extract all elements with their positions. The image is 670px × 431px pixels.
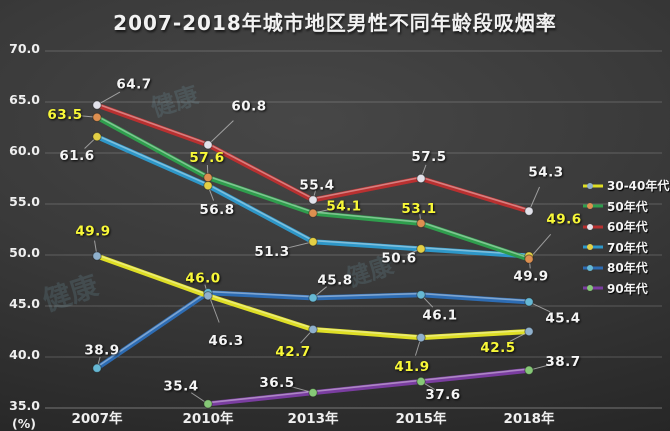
data-point [92, 363, 102, 373]
data-point [524, 254, 534, 264]
legend-item: 70年代 [582, 241, 669, 255]
x-axis-tick-label: 2015年 [395, 410, 447, 427]
data-point [416, 244, 426, 254]
legend-marker-icon [583, 182, 603, 189]
data-point [308, 208, 318, 218]
data-label: 56.8 [199, 202, 234, 218]
legend-marker-icon [583, 203, 603, 210]
data-label: 35.4 [163, 378, 198, 394]
y-axis-tick-label: 35.0 [9, 398, 40, 413]
legend-item-label: 80年代 [607, 261, 648, 276]
x-axis-tick-label: 2018年 [503, 410, 555, 427]
legend-item-label: 90年代 [607, 281, 648, 296]
data-label: 38.9 [84, 343, 119, 359]
legend-marker-icon [583, 264, 603, 271]
x-axis-tick-label: 2007年 [71, 410, 123, 427]
legend-item-label: 30-40年代 [607, 179, 670, 194]
data-point [92, 131, 102, 142]
data-point [203, 180, 213, 191]
data-label: 49.6 [546, 212, 581, 228]
legend-item-label: 70年代 [607, 240, 648, 255]
y-axis-tick-label: 70.0 [9, 41, 40, 56]
series-line [205, 367, 532, 407]
data-label: 41.9 [394, 359, 429, 375]
y-axis-tick-label: 60.0 [9, 143, 40, 158]
data-label: 46.0 [185, 270, 220, 286]
data-label: 50.6 [381, 250, 416, 266]
x-axis-tick-label: 2013年 [287, 410, 339, 427]
legend-marker-icon [583, 285, 603, 292]
data-label: 42.5 [480, 340, 515, 356]
data-label: 61.6 [59, 148, 94, 164]
data-point [416, 290, 426, 300]
data-point [203, 172, 213, 183]
data-point [416, 173, 426, 184]
data-label: 57.5 [411, 149, 446, 165]
legend-marker-icon [583, 244, 603, 251]
legend-item-label: 60年代 [607, 220, 648, 235]
data-label: 49.9 [513, 269, 548, 285]
data-point [416, 332, 426, 343]
data-point [308, 195, 318, 205]
data-label: 42.7 [275, 344, 310, 360]
data-label: 60.8 [231, 98, 266, 114]
data-label: 37.6 [425, 387, 460, 403]
data-label: 53.1 [401, 201, 436, 217]
data-label: 54.1 [326, 199, 361, 215]
legend-item-label: 50年代 [607, 199, 648, 214]
data-point [524, 206, 534, 216]
data-point [92, 251, 102, 261]
legend-item: 30-40年代 [582, 179, 669, 193]
data-label: 55.4 [299, 177, 334, 193]
data-point [524, 297, 534, 307]
label-leader-line [207, 120, 234, 146]
data-label: 63.5 [47, 107, 82, 123]
legend-item: 80年代 [582, 261, 669, 275]
legend: 30-40年代 50年代 60年代 70年代 80年代 90年代 [582, 179, 669, 296]
y-axis-tick-label: 45.0 [9, 296, 40, 311]
data-point [416, 376, 426, 387]
data-point [92, 100, 102, 110]
y-axis-tick-label: 50.0 [9, 245, 40, 260]
data-point [308, 388, 318, 398]
data-point [524, 326, 534, 337]
legend-item: 90年代 [582, 282, 669, 296]
data-label: 57.6 [189, 150, 224, 166]
data-point [203, 399, 213, 409]
legend-item: 50年代 [582, 200, 669, 214]
data-label: 45.4 [545, 310, 580, 326]
data-label: 64.7 [116, 77, 151, 93]
data-label: 46.1 [422, 307, 457, 323]
y-axis-tick-label: 65.0 [9, 92, 40, 107]
data-point [203, 291, 213, 301]
data-label: 54.3 [528, 165, 563, 181]
data-point [524, 365, 534, 375]
data-point [92, 112, 102, 123]
data-point [308, 293, 318, 303]
data-point [416, 218, 426, 229]
data-label: 38.7 [545, 354, 580, 370]
data-point [308, 237, 318, 247]
y-axis-tick-label: 40.0 [9, 347, 40, 362]
data-label: 36.5 [259, 375, 294, 391]
data-point [308, 324, 318, 335]
data-label: 49.9 [75, 224, 110, 240]
y-axis-unit-label: (%) [12, 416, 36, 431]
data-point [203, 140, 213, 150]
x-axis-tick-label: 2010年 [182, 410, 234, 427]
data-label: 45.8 [317, 272, 352, 288]
data-label: 46.3 [208, 333, 243, 349]
legend-item: 60年代 [582, 220, 669, 234]
chart-title: 2007-2018年城市地区男性不同年龄段吸烟率 [113, 11, 557, 35]
data-label: 51.3 [254, 244, 289, 260]
y-axis-tick-label: 55.0 [9, 194, 40, 209]
legend-marker-icon [583, 223, 603, 230]
series-line-highlight [207, 368, 530, 404]
